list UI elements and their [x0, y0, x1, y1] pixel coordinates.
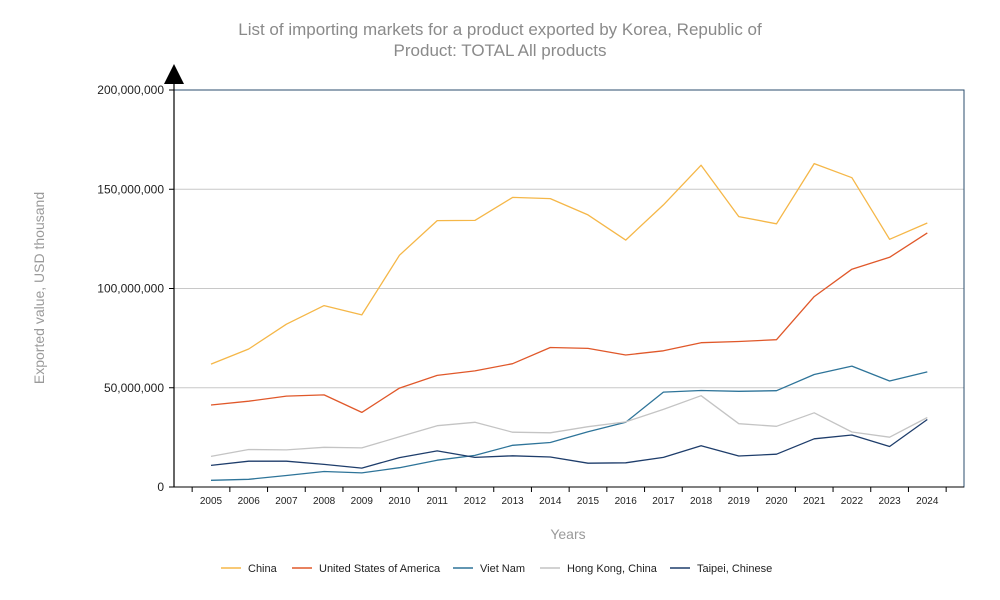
- series-line-taipei-chinese: [210, 418, 928, 469]
- x-tick-label: 2024: [916, 496, 939, 507]
- series-lines: [210, 162, 928, 481]
- legend-label: Hong Kong, China: [567, 563, 658, 575]
- x-tick-label: 2019: [728, 496, 751, 507]
- y-tick-label: 50,000,000: [104, 381, 164, 395]
- x-tick-label: 2006: [238, 496, 261, 507]
- x-tick-label: 2022: [841, 496, 864, 507]
- y-axis-label: Exported value, USD thousand: [31, 192, 47, 384]
- x-tick-label: 2010: [388, 496, 411, 507]
- legend-label: Viet Nam: [480, 563, 525, 575]
- x-tick-label: 2017: [652, 496, 675, 507]
- legend: China United States of America Viet Nam Hon…: [221, 563, 772, 575]
- x-axis-ticks: 2005 2006 2007 2008 2009 2010 2011 2012 2013 2014…: [174, 486, 964, 507]
- y-tick-label: 150,000,000: [97, 182, 164, 196]
- x-tick-label: 2008: [313, 496, 336, 507]
- legend-label: Taipei, Chinese: [697, 563, 772, 575]
- x-tick-label: 2014: [539, 496, 562, 507]
- x-tick-label: 2021: [803, 496, 826, 507]
- chart-title: List of importing markets for a product …: [238, 20, 762, 39]
- y-tick-label: 0: [157, 480, 164, 494]
- x-tick-label: 2015: [577, 496, 600, 507]
- y-axis-ticks: 0 50,000,000 100,000,000 150,000,000 200,000…: [97, 83, 174, 494]
- legend-label: China: [248, 563, 278, 575]
- y-tick-label: 100,000,000: [97, 282, 164, 296]
- x-tick-label: 2005: [200, 496, 223, 507]
- x-tick-label: 2020: [765, 496, 788, 507]
- x-tick-label: 2018: [690, 496, 713, 507]
- gridlines: [174, 188, 964, 389]
- x-axis-label: Years: [550, 526, 585, 542]
- x-tick-label: 2023: [878, 496, 901, 507]
- series-line-viet-nam: [210, 365, 928, 481]
- series-line-hong-kong-china: [210, 395, 928, 458]
- y-tick-label: 200,000,000: [97, 83, 164, 97]
- x-tick-label: 2007: [275, 496, 298, 507]
- y-axis-arrow-icon: [164, 64, 184, 84]
- legend-label: United States of America: [319, 563, 441, 575]
- series-line-china: [210, 162, 928, 365]
- series-line-united-states-of-america: [210, 232, 928, 414]
- x-tick-label: 2016: [615, 496, 638, 507]
- chart-subtitle: Product: TOTAL All products: [394, 41, 607, 60]
- x-tick-label: 2009: [351, 496, 374, 507]
- x-tick-label: 2011: [426, 496, 448, 507]
- x-tick-label: 2012: [464, 496, 487, 507]
- x-tick-label: 2013: [501, 496, 524, 507]
